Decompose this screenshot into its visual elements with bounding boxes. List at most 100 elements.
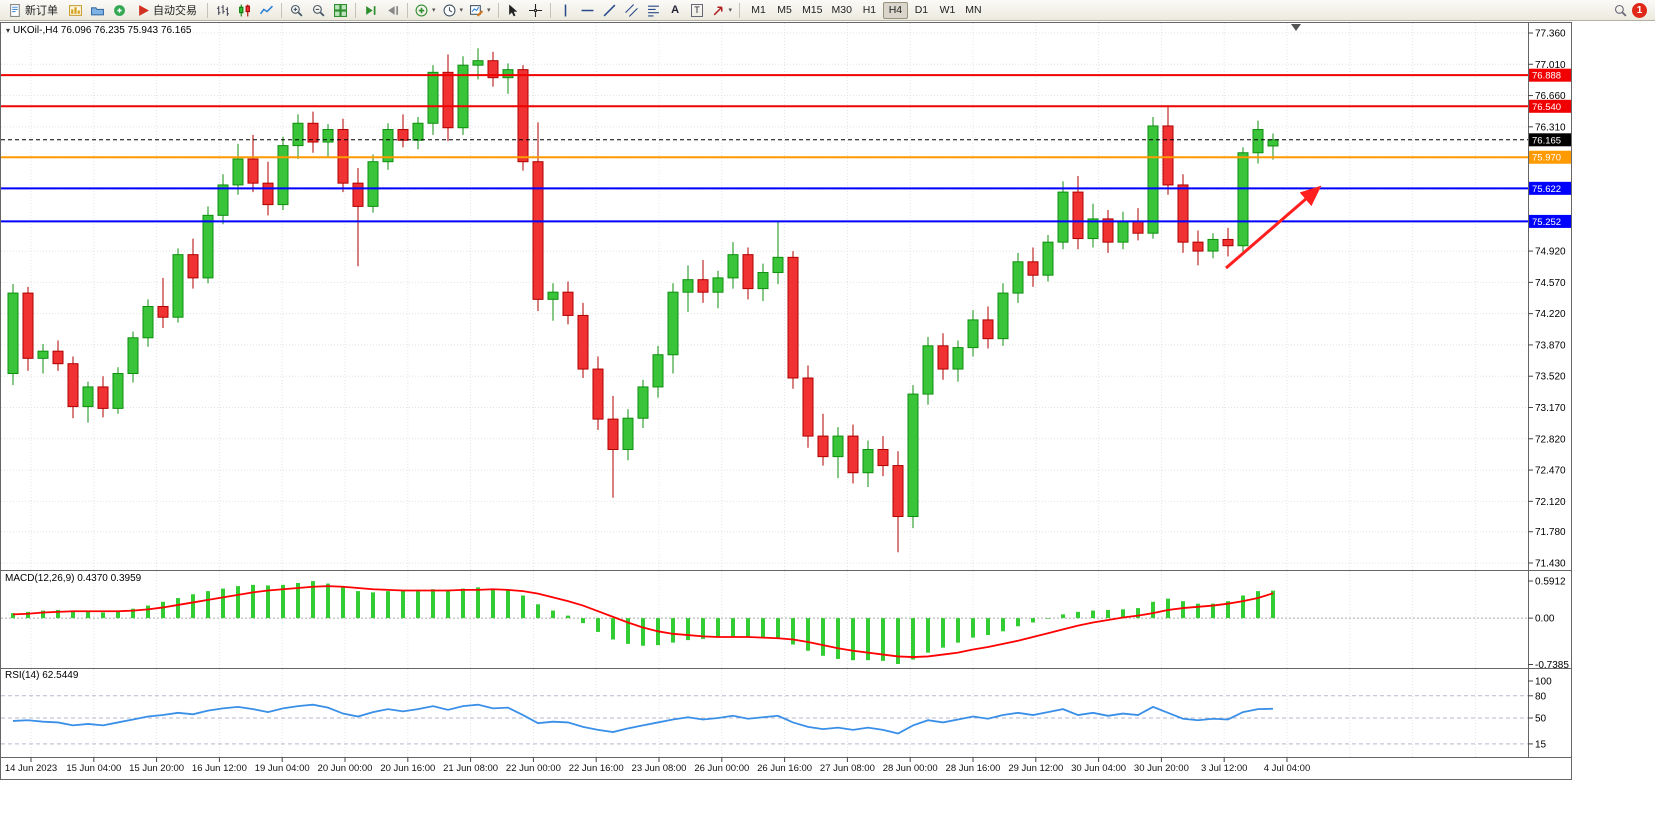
vertical-line-icon bbox=[564, 4, 566, 16]
svg-text:77.010: 77.010 bbox=[1535, 60, 1566, 71]
tile-windows-button[interactable] bbox=[330, 1, 351, 19]
timeframe-button-m5[interactable]: M5 bbox=[772, 2, 797, 19]
zoom-in-button[interactable] bbox=[286, 1, 307, 19]
timeframe-button-m30[interactable]: M30 bbox=[828, 2, 856, 19]
horizontal-line-button[interactable] bbox=[577, 1, 598, 19]
auto-trading-label: 自动交易 bbox=[153, 5, 197, 17]
new-order-button[interactable]: 新订单 bbox=[3, 1, 64, 19]
bar-chart-button[interactable] bbox=[212, 1, 233, 19]
toolbar-separator bbox=[549, 2, 551, 18]
svg-text:4 Jul 04:00: 4 Jul 04:00 bbox=[1264, 763, 1310, 774]
macd-panel: 0.5912 0.00 -0.7385 bbox=[1, 577, 1569, 671]
candles-layer bbox=[7, 48, 1279, 553]
price-axis: 77.360 77.010 76.660 76.310 74.920 74.570 74.2… bbox=[1528, 29, 1566, 570]
timeframe-button-h4[interactable]: H4 bbox=[882, 1, 908, 19]
svg-text:72.120: 72.120 bbox=[1535, 497, 1566, 508]
periods-button[interactable]: ▾ bbox=[440, 1, 467, 19]
label-tool-button[interactable]: T bbox=[687, 1, 708, 19]
svg-text:19 Jun 04:00: 19 Jun 04:00 bbox=[255, 763, 310, 774]
timeframe-group: M1 M5 M15 M30 H1 H4 D1 W1 MN bbox=[746, 1, 986, 19]
macd-indicator-label: MACD(12,26,9) 0.4370 0.3959 bbox=[5, 573, 142, 584]
metaeditor-button[interactable] bbox=[109, 1, 130, 19]
fibonacci-button[interactable] bbox=[643, 1, 664, 19]
profiles-icon bbox=[91, 6, 104, 15]
candlestick-chart-button[interactable] bbox=[234, 1, 255, 19]
templates-button[interactable]: ▾ bbox=[467, 1, 494, 19]
vertical-line-button[interactable] bbox=[555, 1, 576, 19]
new-order-icon bbox=[10, 3, 20, 17]
timeframe-button-w1[interactable]: W1 bbox=[935, 2, 960, 19]
toolbar-separator bbox=[281, 2, 282, 18]
svg-text:76.660: 76.660 bbox=[1535, 91, 1566, 102]
svg-text:30 Jun 04:00: 30 Jun 04:00 bbox=[1071, 763, 1126, 774]
indicators-button[interactable]: ▾ bbox=[412, 1, 439, 19]
new-chart-button[interactable] bbox=[65, 1, 86, 19]
toolbar-separator bbox=[739, 2, 741, 18]
svg-text:73.170: 73.170 bbox=[1535, 403, 1566, 414]
svg-text:30 Jun 20:00: 30 Jun 20:00 bbox=[1134, 763, 1189, 774]
svg-text:76.165: 76.165 bbox=[1532, 135, 1561, 146]
timeframe-button-d1[interactable]: D1 bbox=[909, 2, 934, 19]
notification-badge[interactable]: 1 bbox=[1632, 2, 1647, 18]
svg-text:77.360: 77.360 bbox=[1535, 29, 1566, 40]
search-button[interactable] bbox=[1610, 1, 1631, 19]
auto-trading-button[interactable]: 自动交易 bbox=[131, 1, 203, 19]
label-tool-icon: T bbox=[691, 3, 703, 17]
svg-text:71.430: 71.430 bbox=[1535, 559, 1566, 570]
svg-text:76.888: 76.888 bbox=[1532, 71, 1561, 82]
svg-text:28 Jun 16:00: 28 Jun 16:00 bbox=[946, 763, 1001, 774]
svg-text:29 Jun 12:00: 29 Jun 12:00 bbox=[1008, 763, 1063, 774]
auto-scroll-button[interactable] bbox=[360, 1, 381, 19]
equidistant-channel-button[interactable] bbox=[621, 1, 642, 19]
timeframe-button-h1[interactable]: H1 bbox=[857, 2, 882, 19]
channel-icon bbox=[624, 3, 638, 17]
rsi-panel: 100 80 50 15 bbox=[1, 677, 1552, 750]
profiles-button[interactable] bbox=[87, 1, 108, 19]
periods-clock-icon bbox=[443, 4, 455, 16]
zoom-out-button[interactable] bbox=[308, 1, 329, 19]
trend-arrow[interactable] bbox=[1225, 185, 1322, 270]
svg-text:72.820: 72.820 bbox=[1535, 434, 1566, 445]
text-tool-button[interactable]: A bbox=[665, 1, 686, 19]
crosshair-button[interactable] bbox=[525, 1, 546, 19]
timeframe-button-m1[interactable]: M1 bbox=[746, 2, 771, 19]
svg-text:22 Jun 00:00: 22 Jun 00:00 bbox=[506, 763, 561, 774]
svg-text:-0.7385: -0.7385 bbox=[1535, 660, 1569, 671]
timeframe-button-m15[interactable]: M15 bbox=[798, 2, 826, 19]
rsi-indicator-label: RSI(14) 62.5449 bbox=[5, 670, 79, 681]
tile-windows-icon bbox=[334, 3, 347, 17]
svg-text:20 Jun 00:00: 20 Jun 00:00 bbox=[318, 763, 373, 774]
chart-shift-button[interactable] bbox=[382, 1, 403, 19]
timeframe-button-mn[interactable]: MN bbox=[961, 2, 986, 19]
arrows-tool-button[interactable]: ▾ bbox=[709, 1, 736, 19]
svg-text:72.470: 72.470 bbox=[1535, 466, 1566, 477]
svg-text:26 Jun 00:00: 26 Jun 00:00 bbox=[694, 763, 749, 774]
svg-text:0.5912: 0.5912 bbox=[1535, 577, 1566, 588]
auto-trading-icon bbox=[139, 4, 149, 16]
search-icon bbox=[1614, 4, 1627, 17]
svg-text:20 Jun 16:00: 20 Jun 16:00 bbox=[380, 763, 435, 774]
candlestick-chart-icon bbox=[239, 4, 250, 16]
svg-text:74.570: 74.570 bbox=[1535, 278, 1566, 289]
line-chart-button[interactable] bbox=[256, 1, 277, 19]
toolbar-separator bbox=[407, 2, 408, 18]
chart-shift-marker[interactable] bbox=[1291, 24, 1301, 31]
svg-text:71.780: 71.780 bbox=[1535, 527, 1566, 538]
svg-text:73.520: 73.520 bbox=[1535, 372, 1566, 383]
trendline-button[interactable] bbox=[599, 1, 620, 19]
svg-text:27 Jun 08:00: 27 Jun 08:00 bbox=[820, 763, 875, 774]
svg-text:22 Jun 16:00: 22 Jun 16:00 bbox=[569, 763, 624, 774]
cursor-button[interactable] bbox=[503, 1, 524, 19]
symbol-menu-icon[interactable]: ▾ bbox=[6, 26, 11, 35]
dropdown-caret-icon: ▾ bbox=[487, 7, 491, 14]
svg-text:15 Jun 20:00: 15 Jun 20:00 bbox=[129, 763, 184, 774]
svg-text:74.920: 74.920 bbox=[1535, 247, 1566, 258]
new-order-label: 新订单 bbox=[25, 5, 58, 17]
bar-chart-icon bbox=[217, 4, 229, 16]
metaeditor-icon bbox=[114, 4, 125, 16]
chart-shift-icon bbox=[388, 5, 399, 15]
svg-text:15: 15 bbox=[1535, 739, 1547, 750]
svg-text:14 Jun 2023: 14 Jun 2023 bbox=[5, 763, 57, 774]
